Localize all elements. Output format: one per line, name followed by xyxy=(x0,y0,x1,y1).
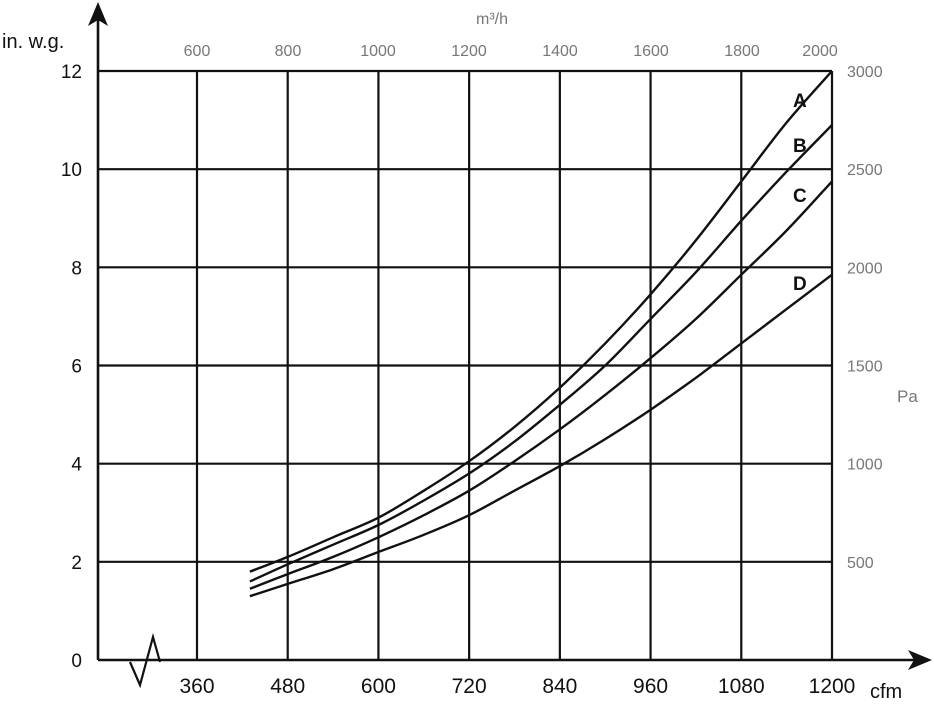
y2-tick-label: 2000 xyxy=(847,260,883,277)
ticks: 0 2 4 6 8 10 12 360 480 600 720 840 960 1080 1200 600 80… xyxy=(61,43,883,698)
right-axis-title: Pa xyxy=(897,387,918,406)
top-axis-title: m³/h xyxy=(476,11,508,28)
labels: in. w.g. cfm m³/h Pa xyxy=(2,11,918,703)
grid xyxy=(98,69,834,660)
y-tick-label: 4 xyxy=(71,455,82,476)
curves: A B C D xyxy=(249,70,833,598)
y-tick-label: 6 xyxy=(71,357,82,378)
y-tick-label: 0 xyxy=(71,651,82,672)
series-label-c: C xyxy=(793,186,807,207)
x2-tick-label: 1000 xyxy=(360,43,396,60)
series-curve-b xyxy=(249,124,833,583)
x-axis-arrow-icon xyxy=(908,650,932,670)
y-tick-label: 12 xyxy=(61,62,82,83)
x2-tick-label: 1800 xyxy=(724,43,760,60)
y-tick-label: 8 xyxy=(71,258,82,279)
x-tick-label: 1080 xyxy=(718,675,765,698)
x2-tick-label: 600 xyxy=(184,43,211,60)
y-axis-arrow-icon xyxy=(88,2,108,26)
x-tick-label: 360 xyxy=(179,675,214,698)
x2-tick-label: 2000 xyxy=(802,43,838,60)
y2-tick-label: 2500 xyxy=(847,162,883,179)
y2-tick-label: 3000 xyxy=(847,64,883,81)
axes xyxy=(88,2,932,689)
series-label-a: A xyxy=(793,91,807,112)
x-tick-label: 600 xyxy=(361,675,396,698)
x2-tick-label: 1400 xyxy=(542,43,578,60)
x2-tick-label: 800 xyxy=(275,43,302,60)
y2-tick-label: 1000 xyxy=(847,457,883,474)
x-tick-label: 720 xyxy=(452,675,487,698)
series-curve-a xyxy=(249,70,833,573)
x-tick-label: 1200 xyxy=(809,675,856,698)
x2-tick-label: 1200 xyxy=(451,43,487,60)
y2-tick-label: 1500 xyxy=(847,359,883,376)
y-tick-label: 2 xyxy=(71,553,82,574)
x-axis-title: cfm xyxy=(870,681,902,703)
x2-tick-label: 1600 xyxy=(633,43,669,60)
x-tick-label: 480 xyxy=(270,675,305,698)
x-tick-label: 960 xyxy=(633,675,668,698)
y-tick-label: 10 xyxy=(61,160,82,181)
series-label-d: D xyxy=(793,274,807,295)
series-label-b: B xyxy=(793,136,807,157)
series-curve-c xyxy=(249,180,833,590)
x-tick-label: 840 xyxy=(542,675,577,698)
y2-tick-label: 500 xyxy=(847,555,874,572)
series-curve-d xyxy=(249,273,833,598)
y-axis-title: in. w.g. xyxy=(2,31,64,53)
axis-break-icon xyxy=(128,632,162,689)
